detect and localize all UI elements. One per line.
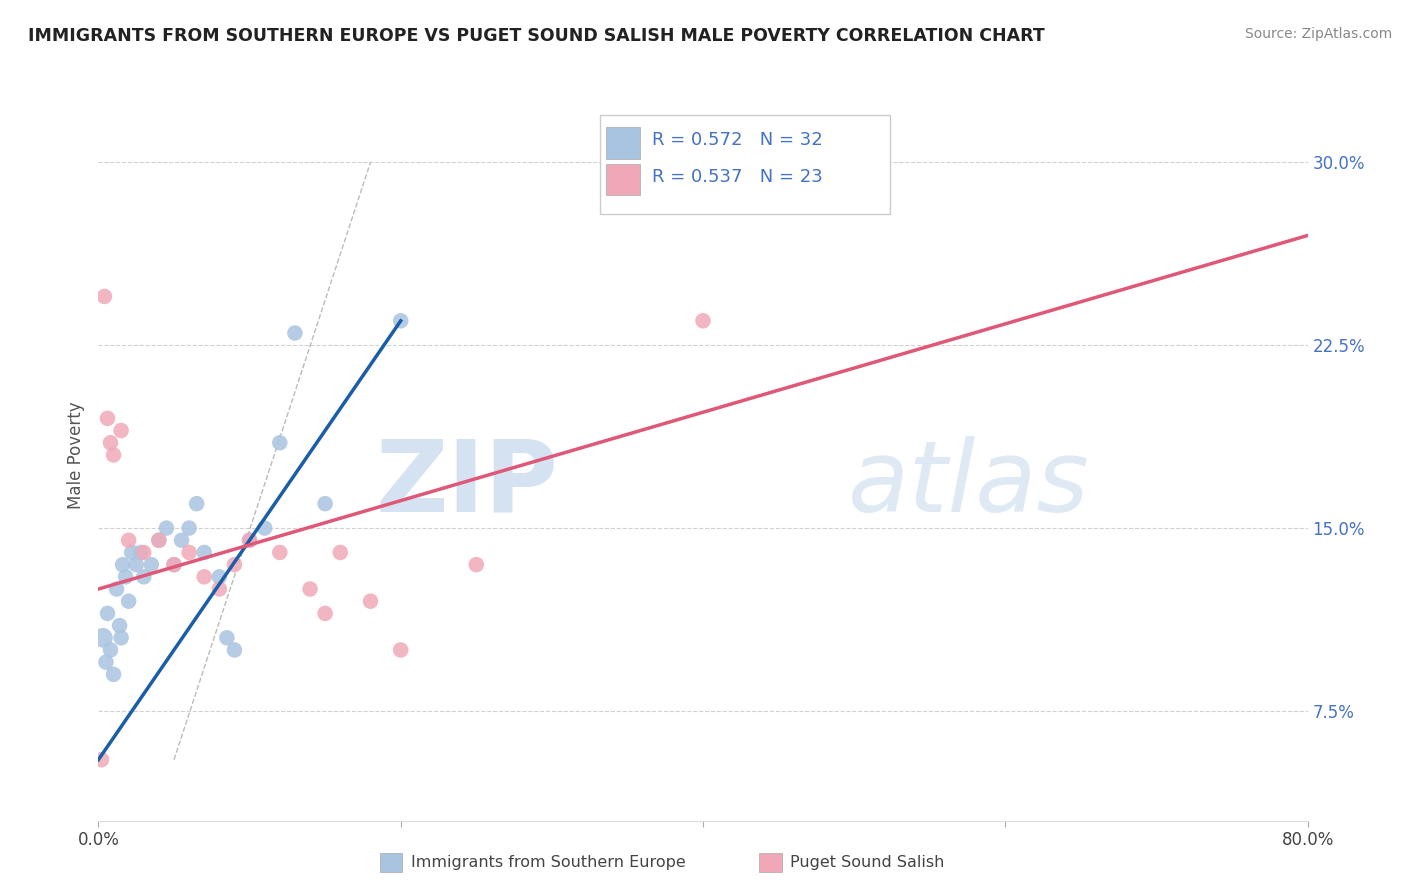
Point [224,558,246,572]
Y-axis label: Male Poverty: Male Poverty [66,401,84,508]
Point [389,643,412,657]
Point [465,558,488,572]
FancyBboxPatch shape [600,115,890,213]
Point [118,594,141,608]
Text: Immigrants from Southern Europe: Immigrants from Southern Europe [411,855,685,870]
Point [129,545,152,559]
Point [90,753,112,767]
Point [155,521,177,535]
Point [110,631,132,645]
Point [208,570,231,584]
Point [110,424,132,438]
Point [148,533,170,548]
Point [179,521,201,535]
Point [215,631,238,645]
Point [118,533,141,548]
Point [360,594,382,608]
Point [389,314,412,328]
Point [163,558,186,572]
Point [96,607,118,621]
Text: ZIP: ZIP [375,435,558,533]
Point [186,497,208,511]
Point [239,533,262,548]
FancyBboxPatch shape [606,164,640,195]
Point [105,582,128,596]
Point [163,558,186,572]
FancyBboxPatch shape [606,128,640,159]
Text: R = 0.537   N = 23: R = 0.537 N = 23 [652,168,823,186]
Point [100,435,122,450]
Point [125,558,148,572]
Point [179,545,201,559]
Text: R = 0.572   N = 32: R = 0.572 N = 32 [652,131,823,149]
Text: IMMIGRANTS FROM SOUTHERN EUROPE VS PUGET SOUND SALISH MALE POVERTY CORRELATION C: IMMIGRANTS FROM SOUTHERN EUROPE VS PUGET… [28,27,1045,45]
Point [114,570,136,584]
Point [170,533,193,548]
Point [148,533,170,548]
Point [132,545,155,559]
Text: Source: ZipAtlas.com: Source: ZipAtlas.com [1244,27,1392,41]
Point [94,655,117,669]
Point [269,435,291,450]
Point [103,448,125,462]
Point [91,631,114,645]
Point [141,558,163,572]
Point [314,497,336,511]
Point [96,411,118,425]
Point [253,521,276,535]
Point [284,326,307,340]
Text: atlas: atlas [848,435,1090,533]
Text: Puget Sound Salish: Puget Sound Salish [790,855,945,870]
Point [121,545,143,559]
Point [692,314,714,328]
Point [108,618,131,632]
Point [132,570,155,584]
Point [299,582,322,596]
Point [193,545,215,559]
Point [93,289,115,303]
Point [193,570,215,584]
Point [100,643,122,657]
Point [239,533,262,548]
Point [111,558,134,572]
Point [314,607,336,621]
Point [269,545,291,559]
Point [224,643,246,657]
Point [208,582,231,596]
Point [329,545,352,559]
Point [103,667,125,681]
